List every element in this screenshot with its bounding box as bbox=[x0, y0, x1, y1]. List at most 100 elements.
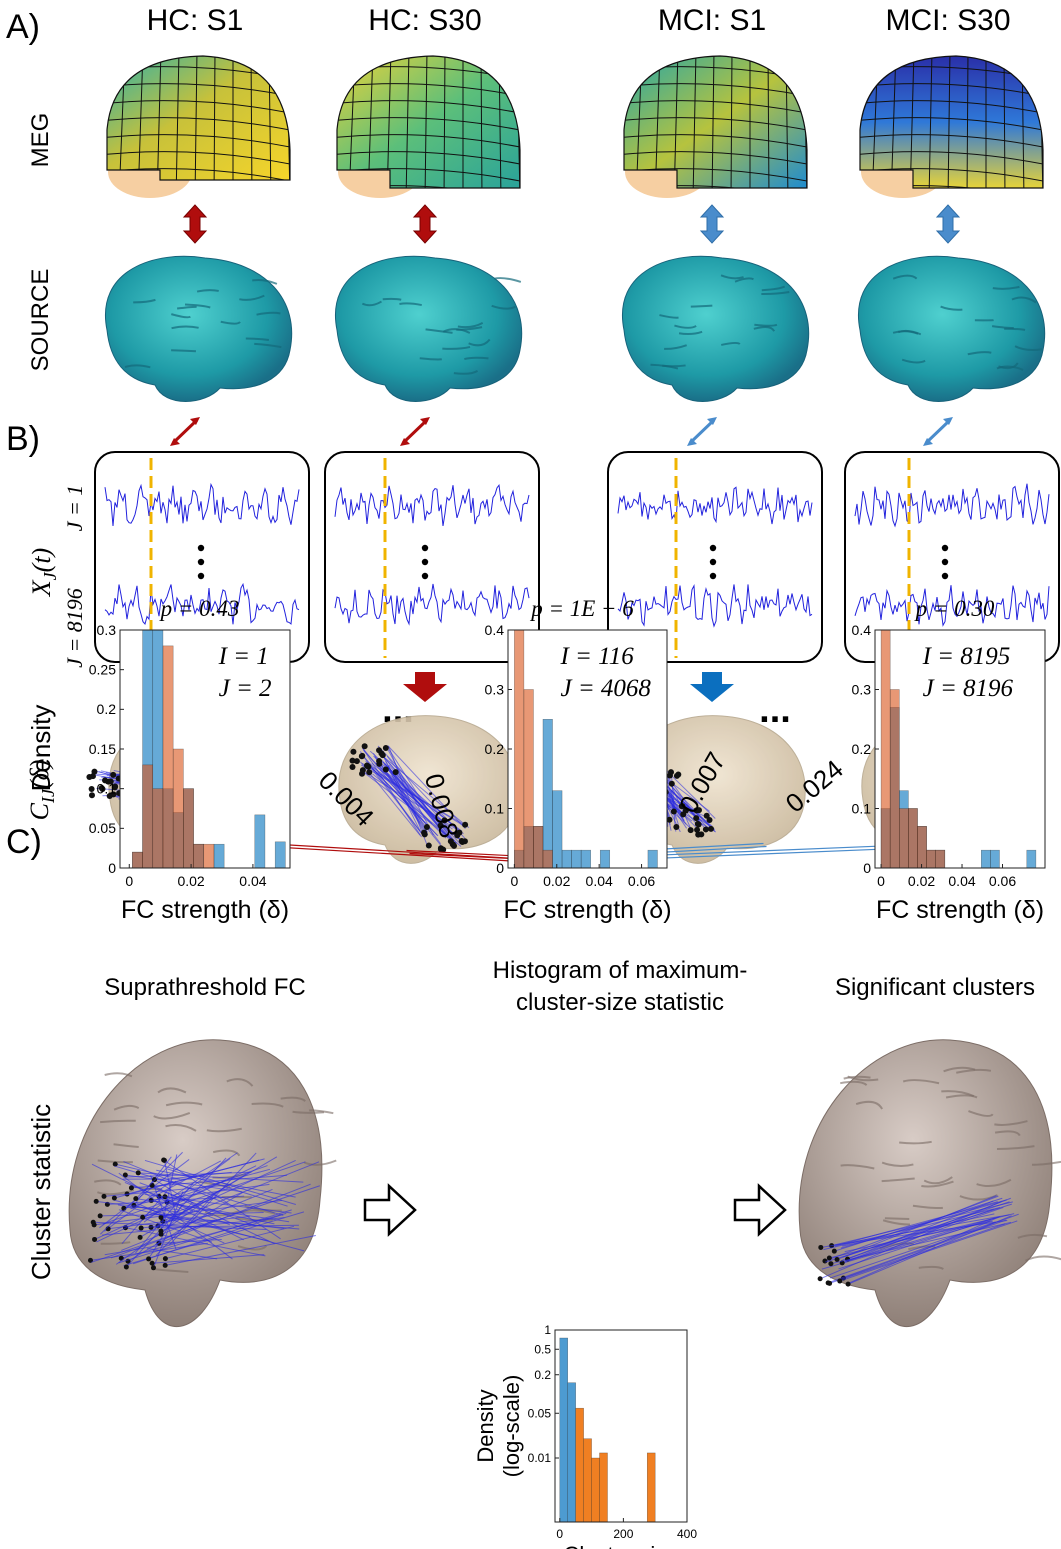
sulcus bbox=[761, 285, 786, 292]
sulcus bbox=[1004, 327, 1026, 331]
gyrus bbox=[226, 1078, 254, 1087]
x-tick-label: 0.02 bbox=[908, 873, 935, 889]
gyrus bbox=[303, 1159, 337, 1166]
sulcus bbox=[967, 351, 992, 356]
gyrus bbox=[902, 1079, 940, 1085]
connection bbox=[103, 1184, 232, 1197]
node bbox=[88, 786, 95, 793]
node bbox=[158, 1228, 164, 1234]
x-tick-label: 0.02 bbox=[543, 873, 570, 889]
panel-label: B) bbox=[6, 420, 40, 458]
connection bbox=[167, 1168, 288, 1207]
x-tick-label: 0 bbox=[877, 873, 885, 889]
gyrus bbox=[212, 1149, 241, 1157]
bars bbox=[514, 630, 658, 868]
connection bbox=[387, 745, 466, 829]
sulcus bbox=[491, 304, 516, 310]
node bbox=[837, 1278, 843, 1284]
node bbox=[687, 827, 694, 834]
process-arrow bbox=[363, 1183, 417, 1237]
bar bbox=[917, 826, 927, 868]
sulcus bbox=[464, 356, 489, 361]
connection bbox=[848, 1206, 1004, 1262]
node bbox=[128, 1185, 134, 1191]
node bbox=[359, 767, 366, 774]
gyrus bbox=[237, 1245, 268, 1251]
brain bbox=[622, 255, 810, 402]
signal-trace bbox=[617, 486, 813, 525]
gyrus bbox=[113, 1143, 139, 1148]
sulcus bbox=[425, 328, 453, 334]
node bbox=[668, 780, 675, 787]
node bbox=[138, 1225, 144, 1231]
symbol: (t) bbox=[27, 548, 56, 573]
small-arrow bbox=[401, 418, 429, 445]
gyrus bbox=[165, 1101, 203, 1107]
signal-trace bbox=[334, 583, 530, 626]
sulcus bbox=[171, 313, 191, 319]
gyrus bbox=[840, 1080, 868, 1086]
node bbox=[437, 822, 444, 829]
bar bbox=[254, 814, 266, 868]
signal-trace bbox=[854, 483, 1050, 528]
connection bbox=[121, 1212, 287, 1259]
brain-surface bbox=[798, 1039, 1053, 1328]
y-tick-label: 0.05 bbox=[89, 820, 116, 836]
y-tick-label: 0.5 bbox=[534, 1342, 551, 1356]
grid-line bbox=[337, 56, 338, 188]
node bbox=[92, 1236, 98, 1242]
x-tick-label: 0.06 bbox=[628, 873, 655, 889]
vertical-dot bbox=[197, 572, 205, 580]
connection bbox=[363, 749, 433, 825]
connection bbox=[135, 1202, 225, 1244]
x-axis-title: Cluster size bbox=[564, 1542, 679, 1549]
sulcus bbox=[1014, 345, 1043, 351]
connection bbox=[130, 1160, 222, 1210]
y-tick-label: 0.3 bbox=[485, 681, 505, 697]
bar bbox=[542, 849, 553, 868]
node bbox=[111, 784, 118, 791]
connection bbox=[118, 1209, 292, 1264]
annotation: I = 116 bbox=[559, 643, 634, 670]
gyrus bbox=[976, 1178, 1012, 1188]
node bbox=[363, 762, 370, 769]
y-tick-label: 0.1 bbox=[852, 800, 872, 816]
vertical-dot bbox=[941, 572, 949, 580]
bar bbox=[203, 843, 215, 868]
sulcus bbox=[998, 362, 1019, 370]
sulcus bbox=[690, 304, 713, 308]
bar bbox=[561, 849, 572, 868]
sulcus bbox=[734, 277, 754, 283]
node bbox=[376, 758, 383, 765]
node bbox=[359, 752, 366, 759]
node bbox=[349, 757, 356, 764]
illustrations bbox=[68, 55, 1061, 1328]
sulcus bbox=[662, 364, 686, 368]
bar bbox=[926, 849, 936, 868]
column-title: MCI: S30 bbox=[885, 4, 1010, 37]
sulcus bbox=[753, 326, 776, 332]
node bbox=[706, 816, 713, 823]
sulcus bbox=[468, 338, 491, 347]
y-axis-title: (log-scale) bbox=[499, 1375, 524, 1478]
connection bbox=[842, 1208, 994, 1261]
connection bbox=[165, 1235, 316, 1266]
sulcus bbox=[361, 300, 382, 307]
ellipsis: ... bbox=[759, 689, 791, 731]
grid-line bbox=[624, 56, 625, 188]
sulcus bbox=[664, 344, 688, 350]
connection bbox=[123, 1161, 229, 1205]
grid-line bbox=[480, 56, 483, 188]
connection bbox=[152, 1254, 265, 1264]
connection bbox=[827, 1219, 1008, 1247]
connection bbox=[845, 1216, 999, 1262]
vertical-dot bbox=[941, 544, 949, 552]
grid-line bbox=[424, 56, 428, 188]
arrow-head bbox=[400, 417, 430, 446]
sulcus bbox=[494, 277, 522, 283]
connection bbox=[139, 1182, 256, 1227]
y-tick-label: 0.1 bbox=[97, 781, 117, 797]
sulcus bbox=[720, 274, 744, 280]
vertical-dot bbox=[197, 544, 205, 552]
grid-line bbox=[107, 56, 108, 180]
